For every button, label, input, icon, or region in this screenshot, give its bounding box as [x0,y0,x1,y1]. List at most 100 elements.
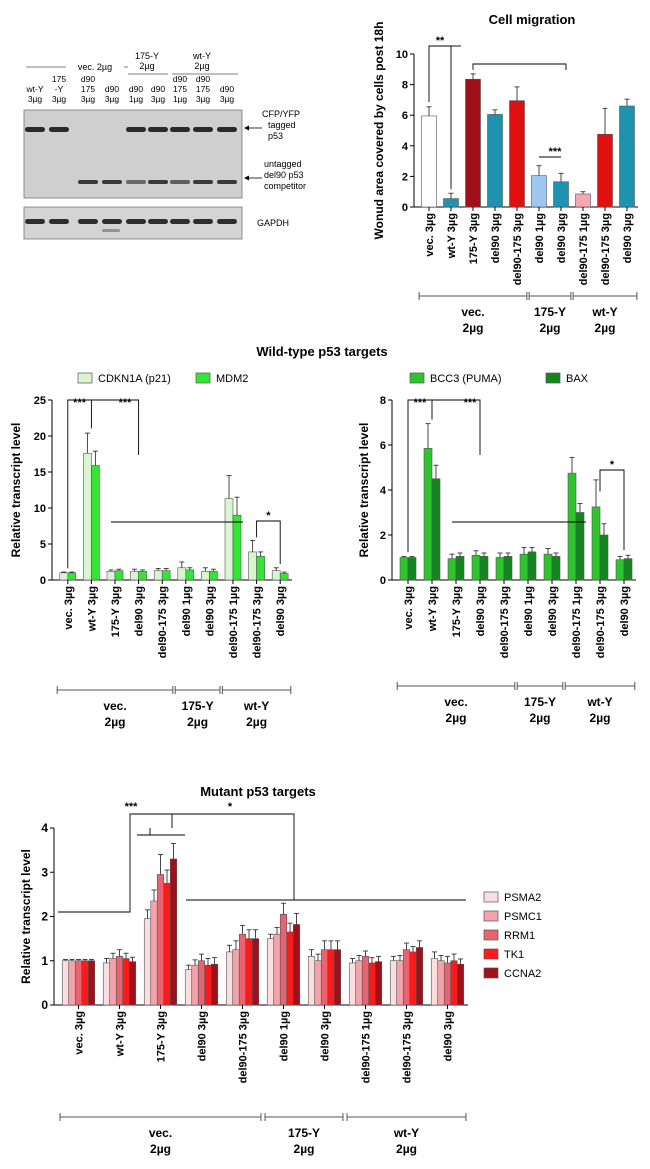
legend-swatch [483,910,499,922]
bar [59,572,69,581]
x-tick-label: del90-175 1µg [361,1011,373,1083]
x-tick-label: del90-175 3µg [600,213,612,285]
y-axis-label: Relative transcript level [9,423,23,558]
blot-band-untagged [102,180,122,184]
group-label: 175-Y [534,305,566,319]
y-tick-label: 4 [402,141,409,153]
bar [232,949,240,1006]
bar [389,960,398,1006]
bar [333,949,342,1006]
bar [122,958,130,1006]
x-tick-label: 175-Y 3µg [468,213,480,264]
bar [307,956,316,1006]
group-label: 175-Y [182,699,214,713]
bar [210,963,219,1006]
significance-label: *** [119,397,133,409]
x-tick-label: del90 3µg [320,1011,332,1061]
x-tick-label: del90 1µg [181,586,193,636]
bar [402,949,411,1006]
x-tick-label: del90 3µg [547,586,559,636]
blot-band-untagged [78,180,98,184]
x-tick-label: vec. 3µg [74,1011,86,1055]
bar [415,947,424,1006]
legend-swatch [545,372,561,384]
blot-band-tagged [148,127,168,132]
blot-annotation-gapdh: GAPDH [257,218,289,228]
significance-bracket [67,399,92,569]
bar [597,134,613,208]
legend-label: CCNA2 [504,968,541,980]
bar [531,175,547,208]
blot-lane-label: 3µg [28,94,43,104]
bar [225,951,234,1006]
x-tick-label: del90-175 1µg [578,213,590,285]
blot-lane-label: 175 [173,84,187,94]
bar [74,960,83,1006]
y-tick-label: 0 [41,998,48,1012]
y-tick-label: 25 [34,395,46,407]
bar [495,557,505,581]
y-tick-label: 10 [396,49,408,61]
blot-annotation-untagged-3: competitor [264,181,306,191]
blot-band-untagged [217,180,237,184]
group-label: vec. [444,695,467,709]
group-label: 175-Y [524,695,556,709]
x-tick-label: del90-175 3µg [512,213,524,285]
blot-group-label-wty-line1: wt-Y [192,51,211,61]
bar [232,514,242,581]
bar [396,960,404,1006]
group-sublabel: 2µg [294,1142,315,1156]
bar [150,900,158,1006]
x-tick-label: del90-175 3µg [595,586,607,658]
group-label: wt-Y [591,305,617,319]
y-axis-label: Relative transcript level [357,423,371,558]
blot-lane-label: 3µg [81,94,96,104]
bar [320,949,329,1006]
bar [251,938,260,1006]
bar [224,498,234,581]
group-sublabel: 2µg [246,715,267,729]
bar [368,962,376,1006]
bar [279,573,289,581]
bar [615,559,625,581]
x-tick-label: del90 3µg [490,213,502,263]
bar [191,964,199,1006]
blot-lane-label: 3µg [105,94,120,104]
bar [361,956,370,1006]
blot-band-untagged [170,180,190,184]
x-tick-label: del90 3µg [275,586,287,636]
blot-lane-label: 3µg [151,94,166,104]
blot-lane-labels: wt-Y3µg175-Y3µgd901753µgd903µgd901µgd903… [26,74,235,104]
bar [399,557,409,581]
bar [479,556,489,581]
blot-group-label-175y-line1: 175-Y [135,51,159,61]
y-tick-label: 2 [402,171,408,183]
gapdh-band [102,219,122,224]
x-tick-label: del90 1µg [523,586,535,636]
bar [430,958,439,1006]
significance-label: *** [125,801,139,813]
group-label: wt-Y [393,1126,419,1140]
y-tick-label: 1 [41,954,48,968]
bar [128,961,137,1006]
bar [256,555,265,581]
x-tick-label: del90-175 1µg [571,586,583,658]
bar [156,874,165,1006]
y-tick-label: 20 [34,431,46,443]
bar [279,913,288,1006]
bar [292,924,301,1006]
bar [314,960,322,1006]
group-sublabel: 2µg [105,715,126,729]
bar [591,506,601,581]
bar [109,958,117,1006]
significance-bracket [428,45,452,190]
gapdh-band [148,219,168,224]
bar [431,478,441,581]
bar [450,960,458,1006]
blot-band-tagged [126,127,146,132]
chart-title: Mutant p53 targets [200,784,316,799]
bar [407,557,417,581]
x-tick-label: del90 3µg [556,213,568,263]
significance-label: ** [436,35,445,47]
bar [447,558,457,581]
